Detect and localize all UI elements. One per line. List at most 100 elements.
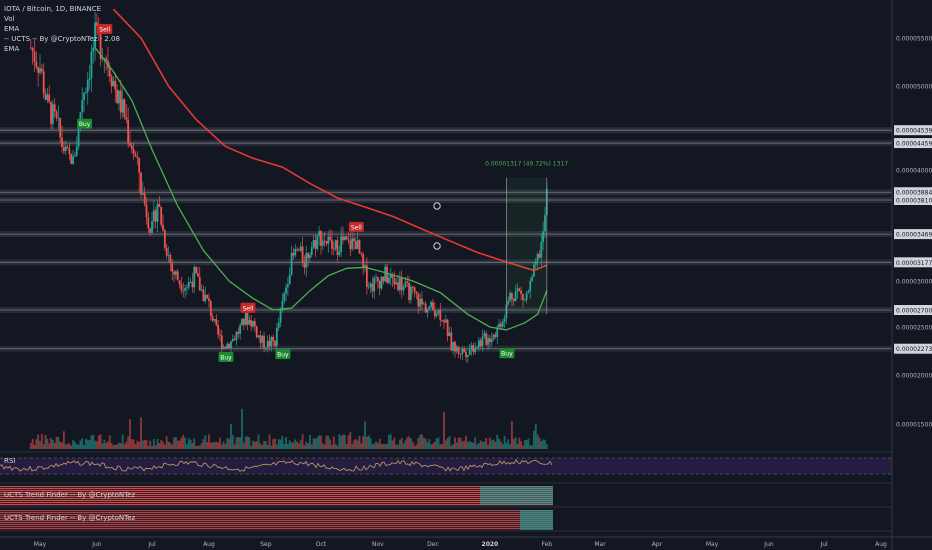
volume-bar <box>435 438 438 449</box>
candle-body <box>123 99 126 118</box>
candle-body <box>404 281 407 288</box>
legend-symbol[interactable]: IOTA / Bitcoin, 1D, BINANCE <box>4 5 102 13</box>
price-axis[interactable]: 0.00005500 0.00005000 0.00004539 0.00004459… <box>891 0 932 550</box>
candle-body <box>101 58 104 60</box>
candle-body <box>411 286 414 288</box>
volume-bar <box>485 437 488 449</box>
candle-body <box>235 332 238 341</box>
volume-bar <box>37 434 40 449</box>
volume-bar <box>158 443 161 449</box>
price-label-bg <box>894 138 932 149</box>
volume-bar <box>176 440 179 449</box>
price-tick-label: 0.00004539 <box>896 128 932 135</box>
candle-body <box>217 325 220 335</box>
volume-bar <box>230 423 232 449</box>
volume-bar <box>428 439 431 449</box>
candle-body <box>92 47 95 52</box>
candle-body <box>198 276 201 291</box>
trend-row <box>0 514 553 516</box>
price-label-bg <box>894 125 932 136</box>
volume-bar <box>222 441 225 449</box>
volume-bar <box>378 438 381 449</box>
legend-ema-slow[interactable]: EMA <box>4 45 20 53</box>
trend-finder-label-2[interactable]: UCTS Trend Finder -- By @CryptoNTez <box>4 514 136 522</box>
candle-body <box>121 99 124 113</box>
candle-body <box>483 333 486 337</box>
volume-bar <box>421 434 423 449</box>
volume-bar <box>443 412 445 449</box>
trend-row <box>0 520 553 522</box>
volume-bar <box>356 440 359 449</box>
volume-bar <box>217 442 220 449</box>
candle-body <box>347 239 350 241</box>
candle-body <box>61 137 63 148</box>
candle-body <box>536 253 539 262</box>
volume-bar <box>536 434 539 449</box>
volume-bar <box>96 441 98 449</box>
volume-bar <box>163 444 166 449</box>
rsi-line <box>0 459 553 472</box>
candle-body <box>312 240 315 248</box>
candle-body <box>248 320 251 325</box>
candle-body <box>362 254 365 267</box>
trend-row <box>0 494 553 496</box>
volume-bar <box>290 442 293 449</box>
candle-body <box>66 146 69 149</box>
candle-body <box>39 68 41 73</box>
candle-body <box>490 339 493 343</box>
volume-bar <box>211 442 214 449</box>
candle-body <box>421 298 423 305</box>
volume-bar <box>116 444 119 449</box>
volume-bar <box>279 439 282 449</box>
volume-bar <box>448 435 451 449</box>
volume-bar <box>61 442 63 449</box>
rsi-label[interactable]: RSI <box>4 457 16 465</box>
candle-body <box>176 271 179 281</box>
volume-bar <box>516 443 519 449</box>
candle-body <box>184 288 186 291</box>
trend-row <box>0 488 553 490</box>
volume-bar <box>309 434 311 449</box>
candle-body <box>406 281 409 283</box>
volume-bar <box>345 443 348 449</box>
candle-body <box>129 143 131 146</box>
volume-bar <box>391 440 394 449</box>
volume-bar <box>59 441 62 449</box>
candle-body <box>112 80 115 87</box>
volume-bar <box>129 419 131 449</box>
candle-body <box>465 351 467 358</box>
candle-body <box>365 265 368 288</box>
volume-bar <box>132 439 135 449</box>
candle-body <box>481 336 484 347</box>
candle-body <box>37 67 40 73</box>
volume-bar <box>463 440 466 449</box>
candle-body <box>211 315 214 321</box>
volume-bar <box>534 423 537 449</box>
volume-bar <box>499 441 502 449</box>
trend-finder-label-1[interactable]: UCTS Trend Finder -- By @CryptoNTez <box>4 491 136 499</box>
legend-ucts[interactable]: -- UCTS -- By @CryptoNTez - 2.08 <box>4 35 120 43</box>
volume-bar <box>248 437 251 449</box>
legend-ema-fast[interactable]: EMA <box>4 25 20 33</box>
candle-body <box>496 327 499 337</box>
volume-bar <box>501 444 504 449</box>
time-axis[interactable]: May Jun Jul Aug Sep Oct Nov Dec 2020 Feb Mar Apr May… <box>0 536 932 548</box>
volume-bar <box>509 444 511 449</box>
candle-body <box>452 341 455 351</box>
candle-body <box>83 93 85 101</box>
volume-bar <box>169 442 172 449</box>
candle-body <box>369 283 372 287</box>
volume-bar <box>145 440 148 449</box>
buy-badge-text: Buy <box>277 352 289 359</box>
volume-bar <box>277 439 280 449</box>
legend-vol[interactable]: Vol <box>4 15 15 23</box>
price-tick-label: 0.00003177 <box>896 260 932 267</box>
sell-badge-text: Sell <box>99 27 110 34</box>
volume-bar <box>110 442 113 449</box>
candle-body <box>509 293 511 302</box>
volume-bar <box>351 444 354 449</box>
trend-row <box>0 528 553 530</box>
volume-bar <box>393 437 396 449</box>
candle-body <box>116 89 119 104</box>
